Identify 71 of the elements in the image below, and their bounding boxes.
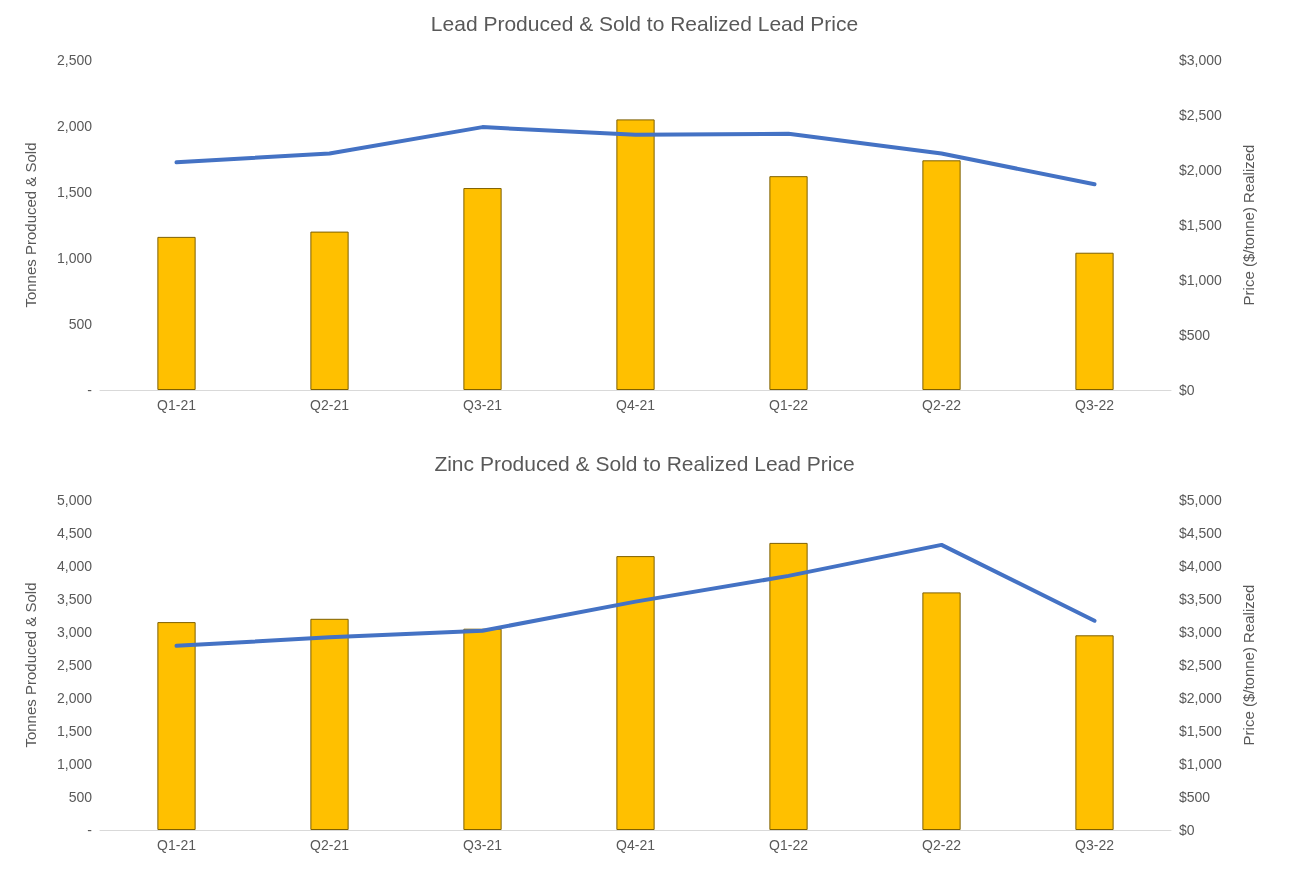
- bar: [157, 622, 196, 830]
- bar: [463, 188, 502, 390]
- bar: [616, 556, 655, 830]
- bar: [1075, 635, 1114, 830]
- y2-tick-label: $500: [1179, 789, 1211, 805]
- x-tick-label: Q2-21: [310, 397, 350, 413]
- x-tick-label: Q2-22: [922, 397, 962, 413]
- y2-tick-label: $3,000: [1179, 624, 1223, 640]
- x-tick-label: Q3-21: [463, 837, 503, 853]
- y2-tick-label: $4,000: [1179, 558, 1223, 574]
- y2-tick-label: $1,000: [1179, 756, 1223, 772]
- x-tick-label: Q2-21: [310, 837, 350, 853]
- y-tick-label: 2,500: [56, 52, 93, 68]
- x-tick-label: Q3-22: [1075, 837, 1115, 853]
- x-tick-label: Q3-21: [463, 397, 503, 413]
- x-tick-label: Q4-21: [616, 397, 656, 413]
- y-tick-label: 3,500: [56, 591, 93, 607]
- y2-tick-label: $2,000: [1179, 690, 1223, 706]
- x-tick-label: Q2-22: [922, 837, 962, 853]
- y-tick-label: 4,500: [56, 525, 93, 541]
- y-tick-label: -: [87, 822, 93, 838]
- bar: [769, 176, 808, 390]
- bar: [922, 592, 961, 830]
- y-tick-label: 4,000: [56, 558, 93, 574]
- x-tick-label: Q1-22: [769, 397, 809, 413]
- x-tick-label: Q4-21: [616, 837, 656, 853]
- bar: [463, 628, 502, 830]
- y2-tick-label: $3,500: [1179, 591, 1223, 607]
- y-tick-label: 2,500: [56, 657, 93, 673]
- y2-tick-label: $2,500: [1179, 657, 1223, 673]
- bar: [1075, 252, 1114, 390]
- y2-axis-title: Price ($/tonne) Realized: [1240, 144, 1257, 306]
- y2-tick-label: $5,000: [1179, 492, 1223, 508]
- y-tick-label: 500: [68, 789, 93, 805]
- y-tick-label: 1,500: [56, 184, 93, 200]
- bar: [922, 160, 961, 390]
- bar: [310, 231, 349, 390]
- y-tick-label: 500: [68, 316, 93, 332]
- x-tick-label: Q1-21: [157, 837, 197, 853]
- bar: [310, 618, 349, 830]
- y-tick-label: 3,000: [56, 624, 93, 640]
- y2-tick-label: $0: [1179, 822, 1195, 838]
- y2-tick-label: $1,000: [1179, 272, 1223, 288]
- y-tick-label: -: [87, 382, 93, 398]
- chart-title: Lead Produced & Sold to Realized Lead Price: [430, 12, 859, 35]
- y-tick-label: 1,000: [56, 250, 93, 266]
- y-tick-label: 2,000: [56, 690, 93, 706]
- y2-tick-label: $500: [1179, 327, 1211, 343]
- y2-tick-label: $0: [1179, 382, 1195, 398]
- line-series: [174, 542, 1097, 648]
- chart-title: Zinc Produced & Sold to Realized Lead Price: [434, 452, 855, 475]
- y2-axis-title: Price ($/tonne) Realized: [1240, 584, 1257, 746]
- y-axis-title: Tonnes Produced & Sold: [22, 142, 39, 308]
- y2-tick-label: $4,500: [1179, 525, 1223, 541]
- y2-tick-label: $2,500: [1179, 107, 1223, 123]
- y2-tick-label: $1,500: [1179, 217, 1223, 233]
- bar: [769, 542, 808, 830]
- y2-tick-label: $1,500: [1179, 723, 1223, 739]
- x-tick-label: Q3-22: [1075, 397, 1115, 413]
- x-tick-label: Q1-21: [157, 397, 197, 413]
- bar: [616, 119, 655, 390]
- x-tick-label: Q1-22: [769, 837, 809, 853]
- bar: [157, 236, 196, 390]
- y-tick-label: 2,000: [56, 118, 93, 134]
- y2-tick-label: $2,000: [1179, 162, 1223, 178]
- y-tick-label: 1,000: [56, 756, 93, 772]
- line-series: [174, 125, 1097, 187]
- y2-tick-label: $3,000: [1179, 52, 1223, 68]
- y-tick-label: 5,000: [56, 492, 93, 508]
- y-tick-label: 1,500: [56, 723, 93, 739]
- y-axis-title: Tonnes Produced & Sold: [22, 582, 39, 748]
